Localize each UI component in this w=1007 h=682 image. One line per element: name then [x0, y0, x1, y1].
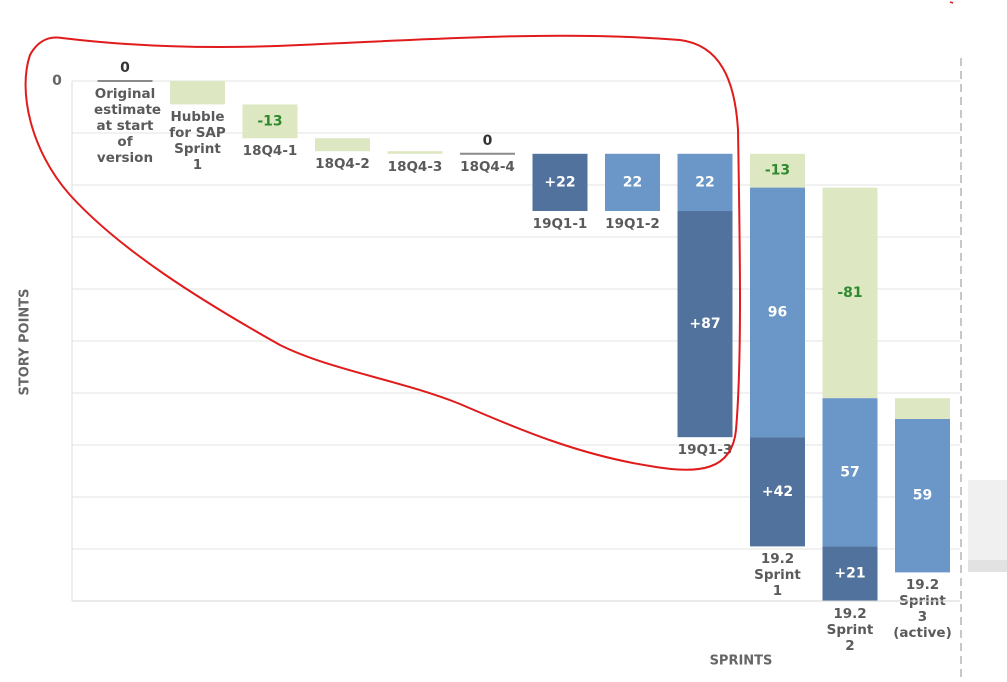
x-tick-label: 18Q4-2 — [315, 156, 370, 173]
x-tick-label: Original estimate at start of version — [94, 86, 162, 166]
value-label: -13 — [257, 113, 282, 129]
value-label: +42 — [762, 484, 793, 500]
x-axis-label: SPRINTS — [710, 654, 773, 669]
value-label: -81 — [837, 285, 862, 301]
bar-segment — [315, 138, 370, 152]
value-label: +22 — [544, 174, 575, 190]
bar-segment — [532, 153, 588, 211]
category-label-box: 19.2 Sprint 1 — [754, 551, 801, 600]
category-label-box: 18Q4-4 — [460, 158, 515, 175]
x-tick-label: 18Q4-4 — [460, 158, 515, 175]
category-label-box: 19.2 Sprint 2 — [826, 606, 874, 654]
plot: 0 0 Original estimate at start of versionH… — [52, 60, 960, 654]
category-label-box: 18Q4-2 — [315, 156, 370, 173]
bar-segment — [677, 153, 733, 211]
value-label: 22 — [695, 174, 714, 190]
bar-segment — [605, 153, 660, 211]
y-tick-label: 0 — [52, 73, 62, 89]
bar-segment — [895, 419, 950, 573]
category-label-box: Hubble for SAP Sprint 1 — [169, 109, 226, 174]
x-tick-label: 19Q1-3 — [677, 442, 733, 459]
x-tick-label: 19Q1-2 — [605, 216, 660, 232]
bar-segment — [750, 437, 805, 547]
value-label: 22 — [623, 174, 642, 190]
category-label-box: 19Q1-2 — [605, 216, 660, 232]
x-tick-label: 19.2 Sprint 2 — [826, 606, 874, 654]
annotation-loop — [24, 34, 741, 471]
value-label: -13 — [765, 163, 790, 179]
side-panel — [968, 480, 1007, 560]
bar-segment — [677, 211, 733, 438]
x-tick-label: 18Q4-1 — [242, 143, 298, 160]
x-tick-label: 19.2 Sprint 1 — [754, 551, 801, 600]
value-label: 57 — [840, 464, 859, 480]
bar-segment — [387, 151, 443, 154]
bar-segment — [242, 104, 298, 139]
value-label: 0 — [483, 133, 493, 149]
bar-segment — [750, 187, 805, 438]
x-tick-label: 19Q1-1 — [532, 216, 588, 232]
bar-segment — [170, 81, 225, 105]
bar-segment — [895, 398, 950, 419]
value-label: 96 — [768, 304, 787, 320]
bar-segment — [822, 187, 878, 399]
category-label-box: 19Q1-3 — [677, 442, 733, 459]
category-label-box: 19.2 Sprint 3 (active) — [893, 577, 952, 642]
value-label: 0 — [120, 60, 130, 76]
red-mark — [949, 1, 954, 4]
category-label-box: 19Q1-1 — [532, 216, 588, 232]
category-label-box: 18Q4-1 — [242, 143, 298, 160]
side-panel-bar — [968, 560, 1007, 572]
bar-segment — [822, 546, 878, 601]
x-tick-label: 18Q4-3 — [387, 158, 443, 175]
x-tick-label: Hubble for SAP Sprint 1 — [169, 109, 226, 174]
bar-segment — [750, 153, 805, 188]
y-axis-label: STORY POINTS — [18, 288, 33, 395]
value-label: +87 — [689, 316, 720, 332]
category-label-box: 18Q4-3 — [387, 158, 443, 175]
value-label: 59 — [913, 488, 932, 504]
bar-segment — [822, 398, 878, 547]
value-label: +21 — [834, 566, 865, 582]
x-tick-label: 19.2 Sprint 3 (active) — [893, 577, 952, 642]
category-label-box: Original estimate at start of version — [94, 86, 162, 166]
